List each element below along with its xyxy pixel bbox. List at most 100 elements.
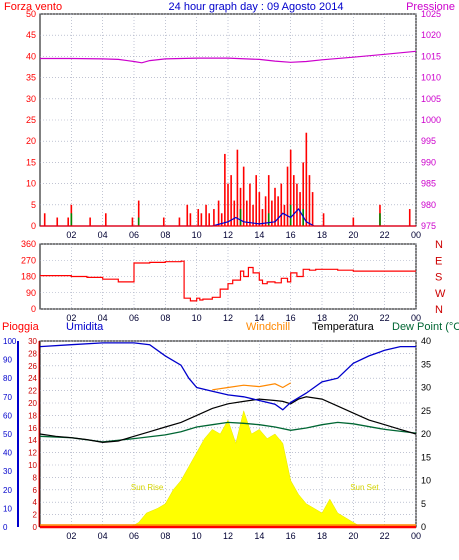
rain-ytick-0: 0	[33, 523, 38, 532]
temp-xtick-08: 08	[160, 531, 170, 541]
direction-xtick-12: 12	[223, 313, 233, 323]
wind-average-line	[40, 208, 416, 227]
sunrise-label: Sun Rise	[131, 483, 164, 492]
rain-ytick-16: 16	[28, 424, 37, 433]
wind-bar	[205, 204, 207, 226]
humidity-ytick-50: 50	[3, 430, 12, 439]
wind-bar	[258, 192, 261, 226]
wind-bar	[311, 192, 314, 226]
temp-xtick-20: 20	[348, 531, 358, 541]
wind-bar	[289, 149, 292, 226]
wind-ytick-35: 35	[26, 73, 36, 83]
direction-xtick-14: 14	[254, 313, 264, 323]
wind-bar	[408, 209, 411, 226]
wind-bar	[261, 209, 264, 226]
wind-bar	[286, 166, 289, 226]
temp-xtick-12: 12	[223, 531, 233, 541]
wind-bar	[264, 196, 267, 226]
chart-panels: 0510152025303540455097598098599099510001…	[3, 9, 446, 541]
temp-ytick-25: 25	[421, 406, 431, 416]
wind-ytick-10: 10	[26, 179, 36, 189]
direction-compass-N: N	[435, 304, 443, 316]
humidity-ytick-80: 80	[3, 374, 12, 383]
direction-xtick-20: 20	[348, 313, 358, 323]
wind-xtick-06: 06	[129, 230, 139, 240]
wind-bar	[293, 175, 295, 226]
pressure-ytick-1000: 1000	[421, 115, 441, 125]
humidity-ytick-0: 0	[3, 523, 8, 532]
wind-ytick-30: 30	[26, 94, 36, 104]
wind-bar	[186, 204, 189, 226]
wind-bar	[302, 162, 304, 226]
rain-ytick-12: 12	[28, 449, 37, 458]
temp-ytick-20: 20	[421, 429, 431, 439]
wind-xtick-22: 22	[380, 230, 390, 240]
temp-ytick-15: 15	[421, 452, 431, 462]
wind-xtick-08: 08	[160, 230, 170, 240]
wind-xtick-20: 20	[348, 230, 358, 240]
temperature-label: Temperatura	[312, 321, 375, 333]
wind-ytick-40: 40	[26, 51, 36, 61]
temp-xtick-14: 14	[254, 531, 264, 541]
wind-bar	[322, 213, 325, 226]
pressure-ytick-985: 985	[421, 179, 436, 189]
wind-bar	[137, 200, 140, 226]
humidity-ytick-40: 40	[3, 449, 12, 458]
wind-bar	[267, 175, 270, 226]
solar-area	[40, 409, 416, 528]
rain-ytick-28: 28	[28, 349, 37, 358]
direction-xtick-08: 08	[160, 313, 170, 323]
humidity-line	[39, 342, 416, 411]
wind-strength-title: Forza vento	[4, 1, 62, 13]
direction-xtick-06: 06	[129, 313, 139, 323]
humidity-ytick-30: 30	[3, 467, 12, 476]
wind-gust-bar	[379, 213, 381, 226]
pressure-ytick-980: 980	[421, 200, 436, 210]
direction-xtick-18: 18	[317, 313, 327, 323]
wind-bar	[271, 200, 273, 226]
rain-ytick-2: 2	[33, 511, 38, 520]
wind-bar	[131, 217, 134, 226]
pressure-ytick-1010: 1010	[421, 73, 441, 83]
wind-ytick-5: 5	[31, 200, 36, 210]
wind-bar	[56, 217, 59, 226]
temp-xtick-04: 04	[98, 531, 108, 541]
direction-ytick-180: 180	[21, 272, 36, 282]
wind-bar	[352, 217, 355, 226]
wind-bar	[213, 209, 215, 226]
pressure-ytick-1015: 1015	[421, 51, 441, 61]
page-title: 24 hour graph day : 09 Agosto 2014	[169, 1, 344, 13]
direction-xtick-00: 00	[411, 313, 421, 323]
humidity-ytick-70: 70	[3, 393, 12, 402]
wind-gust-bar	[70, 213, 73, 226]
pressure-ytick-990: 990	[421, 157, 436, 167]
direction-ytick-270: 270	[21, 255, 36, 265]
temp-ytick-10: 10	[421, 476, 431, 486]
pressure-ytick-1025: 1025	[421, 9, 441, 19]
dewpoint-line	[39, 421, 417, 443]
wind-xtick-04: 04	[98, 230, 108, 240]
rain-ytick-8: 8	[33, 473, 38, 482]
rain-ytick-26: 26	[28, 362, 37, 371]
sunset-label: Sun Set	[350, 483, 379, 492]
wind-bar	[277, 196, 279, 226]
wind-ytick-25: 25	[26, 115, 36, 125]
temp-xtick-18: 18	[317, 531, 327, 541]
wind-bar	[305, 132, 308, 226]
direction-ytick-0: 0	[31, 304, 36, 314]
rain-ytick-18: 18	[28, 411, 37, 420]
rain-ytick-14: 14	[28, 436, 37, 445]
rain-ytick-22: 22	[28, 387, 37, 396]
pressure-ytick-975: 975	[421, 221, 436, 231]
rain-ytick-24: 24	[28, 374, 37, 383]
wind-ytick-45: 45	[26, 30, 36, 40]
dewpoint-label: Dew Point (°C	[392, 321, 459, 333]
direction-xtick-02: 02	[66, 313, 76, 323]
wind-bar	[274, 187, 276, 226]
wind-bar	[200, 213, 203, 226]
wind-bar	[178, 217, 181, 226]
windchill-line	[212, 382, 292, 391]
wind-ytick-15: 15	[26, 157, 36, 167]
wind-xtick-00: 00	[411, 230, 421, 240]
